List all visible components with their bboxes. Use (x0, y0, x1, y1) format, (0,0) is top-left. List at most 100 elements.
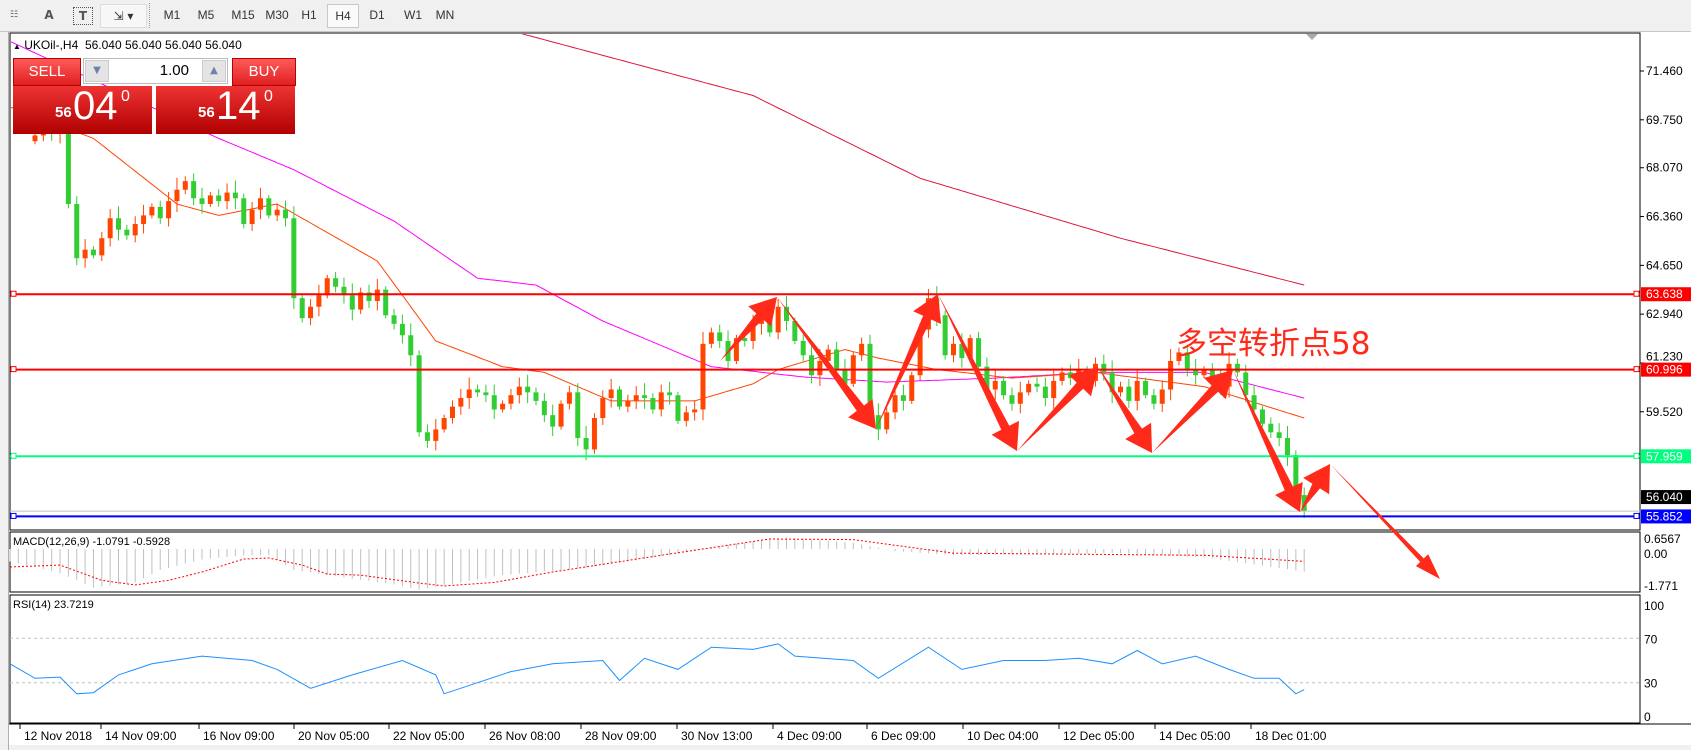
volume-input[interactable]: ▼ 1.00 ▲ (83, 58, 228, 84)
bull-candle (308, 306, 314, 319)
bull-candle (909, 375, 915, 401)
bid-price-label: 56.040 (1646, 490, 1683, 504)
bear-candle (90, 249, 96, 256)
bull-candle (1201, 369, 1207, 376)
macd-signal-line (9, 538, 1305, 587)
bull-candle (249, 209, 255, 224)
bear-candle (416, 355, 422, 433)
trend-arrow-icon (1098, 367, 1152, 453)
bull-candle (107, 218, 113, 239)
bear-candle (1268, 423, 1274, 433)
trend-arrow-icon (938, 294, 1019, 451)
level-handle-right[interactable] (1633, 512, 1640, 519)
bull-candle (132, 223, 138, 236)
bull-candle (775, 306, 781, 333)
volume-value: 1.00 (159, 62, 189, 79)
rsi-tick-label: 70 (1644, 632, 1658, 646)
bull-candle (82, 249, 88, 259)
rsi-line (9, 643, 1305, 695)
level-price-label: 55.852 (1646, 509, 1683, 523)
bull-candle (358, 292, 364, 310)
level-handle-left[interactable] (10, 452, 17, 459)
bear-candle (399, 323, 405, 336)
bid-price-badge (1641, 490, 1691, 505)
level-handle-right[interactable] (1633, 366, 1640, 373)
bull-candle (516, 386, 522, 396)
level-price-label: 57.959 (1646, 449, 1683, 463)
bull-candle (733, 338, 739, 361)
buy-button[interactable]: BUY (232, 58, 296, 86)
left-panel-edge (0, 31, 9, 750)
buy-price-button[interactable]: 56 14 0 (156, 84, 295, 134)
bull-candle (508, 395, 514, 404)
trend-arrow-icon (1233, 370, 1303, 512)
macd-panel (9, 531, 1641, 593)
bull-candle (591, 418, 597, 450)
bull-candle (207, 195, 213, 204)
time-axis-label: 12 Nov 2018 (24, 729, 92, 743)
bear-candle (491, 395, 497, 410)
timeframe-d1[interactable]: D1 (369, 8, 385, 22)
sell-price-button[interactable]: 56 04 0 (13, 84, 152, 134)
timeframe-h1[interactable]: H1 (301, 8, 317, 22)
time-axis-label: 28 Nov 09:00 (585, 729, 657, 743)
bull-candle (600, 398, 606, 419)
status-strip (0, 745, 1691, 750)
sell-button[interactable]: SELL (13, 58, 81, 86)
timeframe-mn[interactable]: MN (435, 8, 455, 22)
level-handle-left[interactable] (10, 512, 17, 519)
level-handle-right[interactable] (1633, 290, 1640, 297)
level-price-badge (1641, 509, 1691, 524)
bear-candle (717, 332, 723, 341)
bear-candle (642, 395, 648, 399)
trend-arrow-icon (1300, 464, 1330, 512)
bull-candle (466, 389, 472, 399)
bull-candle (1168, 360, 1174, 390)
bull-candle (500, 403, 506, 410)
volume-increase-button[interactable]: ▲ (202, 60, 226, 82)
level-handle-right[interactable] (1633, 452, 1640, 459)
bear-candle (976, 338, 982, 367)
bear-candle (191, 181, 197, 199)
bear-candle (1293, 455, 1299, 496)
rsi-tick-label: 100 (1644, 599, 1664, 613)
trend-arrow-icon (1152, 370, 1233, 453)
bull-candle (859, 343, 865, 356)
toolbar-separator (149, 3, 152, 28)
grid-icon[interactable]: ☷ (9, 10, 19, 20)
bull-candle (141, 215, 147, 224)
bear-candle (1042, 386, 1048, 399)
text-label-icon[interactable]: T (73, 7, 93, 25)
timeframe-m30[interactable]: M30 (265, 8, 289, 22)
bull-candle (700, 343, 706, 410)
bear-candle (299, 298, 305, 319)
bear-candle (1209, 369, 1215, 379)
time-axis-label: 18 Dec 01:00 (1255, 729, 1327, 743)
bear-candle (241, 198, 247, 224)
level-handle-left[interactable] (10, 290, 17, 297)
triangle-up-icon: ▲ (13, 42, 21, 51)
bear-candle (483, 392, 489, 396)
bear-candle (157, 206, 163, 219)
timeframe-m1[interactable]: M1 (163, 8, 181, 22)
bull-candle (658, 392, 664, 410)
bull-candle (1051, 380, 1057, 399)
bear-candle (266, 198, 272, 216)
timeframe-m15[interactable]: M15 (231, 8, 255, 22)
arrows-dropdown[interactable]: ⇲ ▾ (100, 4, 147, 28)
level-price-label: 63.638 (1646, 287, 1683, 301)
price-tick-label: 61.230 (1646, 350, 1683, 364)
bear-candle (1251, 395, 1257, 410)
timeframe-w1[interactable]: W1 (404, 8, 422, 22)
bear-candle (984, 366, 990, 390)
volume-decrease-button[interactable]: ▼ (85, 60, 109, 82)
bull-candle (374, 289, 380, 302)
text-icon[interactable]: A (44, 8, 54, 22)
bear-candle (232, 192, 238, 199)
timeframe-m5[interactable]: M5 (197, 8, 215, 22)
bull-candle (683, 412, 689, 421)
chart-shift-icon[interactable] (1306, 34, 1318, 40)
timeframe-h4[interactable]: H4 (327, 4, 359, 28)
level-handle-left[interactable] (10, 366, 17, 373)
